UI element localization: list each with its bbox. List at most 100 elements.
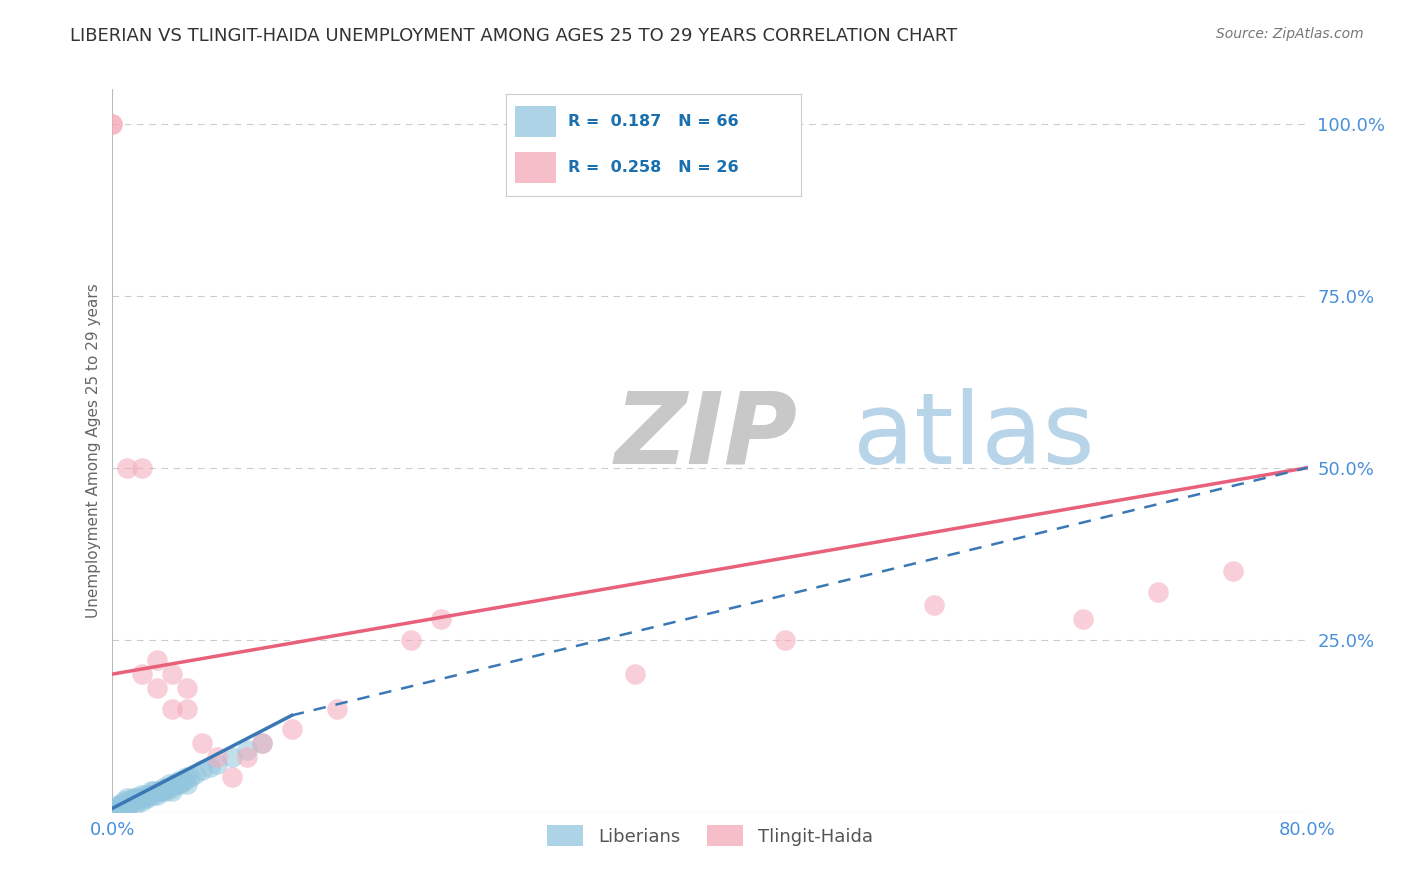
Point: [1073, 612, 1095, 626]
Point: [221, 749, 243, 764]
Point: [162, 701, 183, 715]
Point: [205, 756, 228, 771]
Point: [104, 801, 127, 815]
Point: [191, 764, 214, 778]
Point: [155, 780, 177, 795]
Point: [110, 797, 132, 812]
Point: [163, 777, 186, 791]
Point: [122, 791, 145, 805]
Point: [128, 791, 150, 805]
Bar: [515, 153, 557, 183]
Point: [250, 736, 273, 750]
Point: [176, 701, 198, 715]
Point: [115, 797, 138, 812]
Point: [281, 722, 304, 736]
Point: [108, 801, 131, 815]
Point: [108, 797, 131, 812]
Point: [156, 780, 179, 795]
Point: [101, 805, 124, 819]
Point: [138, 788, 160, 802]
Point: [127, 791, 149, 805]
Point: [101, 801, 124, 815]
Point: [922, 599, 945, 613]
Text: atlas: atlas: [853, 387, 1095, 484]
Point: [134, 788, 156, 802]
Point: [176, 681, 198, 695]
Point: [101, 805, 124, 819]
Point: [1222, 564, 1244, 578]
Point: [236, 743, 259, 757]
Point: [174, 770, 197, 784]
Point: [120, 797, 142, 812]
Point: [135, 791, 157, 805]
Point: [101, 805, 124, 819]
Text: Source: ZipAtlas.com: Source: ZipAtlas.com: [1216, 27, 1364, 41]
Point: [162, 784, 183, 798]
Point: [131, 460, 153, 475]
Point: [121, 794, 143, 808]
Point: [105, 801, 128, 815]
Point: [124, 797, 146, 812]
Point: [166, 777, 188, 791]
Point: [1147, 584, 1170, 599]
Point: [131, 794, 153, 808]
Point: [157, 777, 180, 791]
Text: ZIP: ZIP: [614, 387, 797, 484]
Point: [162, 667, 183, 681]
Point: [104, 805, 127, 819]
Point: [325, 701, 347, 715]
Point: [250, 736, 273, 750]
Point: [111, 797, 134, 812]
Point: [236, 749, 259, 764]
Point: [176, 777, 198, 791]
Point: [173, 773, 195, 788]
Text: R =  0.187   N = 66: R = 0.187 N = 66: [568, 114, 738, 128]
Point: [169, 777, 191, 791]
Point: [205, 749, 228, 764]
Point: [148, 784, 170, 798]
Point: [624, 667, 647, 681]
Point: [430, 612, 453, 626]
Point: [114, 794, 135, 808]
Point: [129, 788, 152, 802]
Point: [198, 760, 221, 774]
Point: [139, 788, 162, 802]
Point: [143, 784, 166, 798]
Point: [132, 791, 155, 805]
Point: [167, 773, 190, 788]
Point: [153, 784, 176, 798]
Point: [142, 788, 165, 802]
Legend: Liberians, Tlingit-Haida: Liberians, Tlingit-Haida: [540, 818, 880, 854]
Point: [114, 801, 135, 815]
Point: [170, 773, 193, 788]
Point: [401, 632, 423, 647]
Point: [159, 780, 181, 795]
Point: [221, 770, 243, 784]
Point: [125, 794, 148, 808]
Point: [146, 653, 169, 667]
Point: [165, 777, 187, 791]
Bar: [515, 106, 557, 136]
Point: [101, 117, 124, 131]
Point: [101, 805, 124, 819]
Point: [146, 788, 169, 802]
Y-axis label: Unemployment Among Ages 25 to 29 years: Unemployment Among Ages 25 to 29 years: [86, 283, 101, 618]
Point: [101, 117, 124, 131]
Point: [117, 791, 139, 805]
Point: [117, 797, 139, 812]
Point: [183, 767, 205, 781]
Point: [107, 797, 129, 812]
Point: [149, 784, 172, 798]
Point: [131, 667, 153, 681]
Text: LIBERIAN VS TLINGIT-HAIDA UNEMPLOYMENT AMONG AGES 25 TO 29 YEARS CORRELATION CHA: LIBERIAN VS TLINGIT-HAIDA UNEMPLOYMENT A…: [70, 27, 957, 45]
Point: [117, 460, 139, 475]
Point: [146, 681, 169, 695]
Point: [773, 632, 796, 647]
Point: [179, 770, 201, 784]
Point: [124, 791, 146, 805]
Point: [150, 784, 173, 798]
Point: [117, 794, 139, 808]
Point: [152, 780, 174, 795]
Point: [120, 794, 142, 808]
Point: [191, 736, 214, 750]
